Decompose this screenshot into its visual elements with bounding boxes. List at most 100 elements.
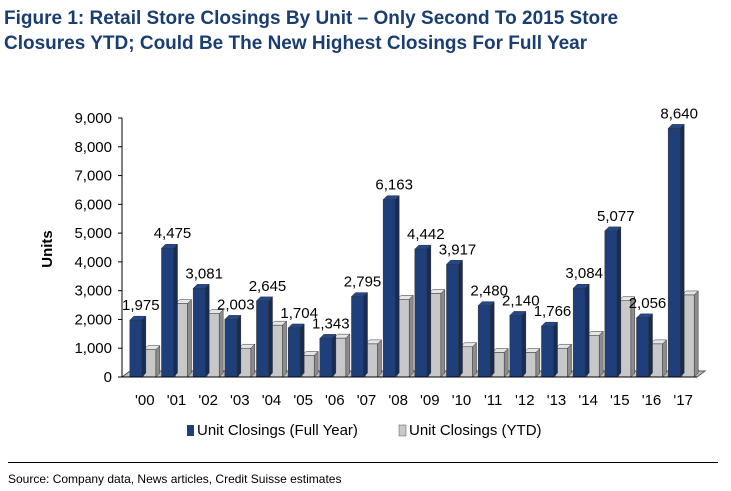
y-axis: 0 1,000 2,000 3,000 4,000 5,000 6,000 7,000 8,00… xyxy=(74,110,123,386)
bar-full-year-side xyxy=(521,310,527,378)
bar-ytd-side xyxy=(693,290,699,378)
chart-title-line-2: Closures YTD; Could Be The New Highest C… xyxy=(4,33,588,54)
chart-title-line-1: Figure 1: Retail Store Closings By Unit … xyxy=(4,8,619,29)
bar-full-year xyxy=(604,226,622,378)
x-tick-label: '03 xyxy=(230,392,250,409)
bar-full-year-front xyxy=(509,315,523,378)
bar-full-year xyxy=(160,243,179,378)
x-tick-label: '16 xyxy=(642,392,662,409)
bar-ytd xyxy=(238,343,256,378)
bar-ytd xyxy=(301,350,319,378)
legend-label-ytd: Unit Closings (YTD) xyxy=(409,422,542,439)
y-tick-label: 4,000 xyxy=(74,254,112,271)
bar-ytd-side xyxy=(472,342,477,378)
y-tick-label: 5,000 xyxy=(74,225,112,242)
y-tick-label: 0 xyxy=(104,369,112,386)
bar-ytd xyxy=(681,290,699,378)
bar-ytd-side xyxy=(535,347,541,378)
bar-full-year-front xyxy=(446,264,459,378)
bar-full-year xyxy=(319,333,337,378)
bar-full-year-side xyxy=(236,314,242,378)
bar-full-year-front xyxy=(414,248,428,378)
x-tick-label: '12 xyxy=(515,392,535,409)
y-tick-label: 7,000 xyxy=(74,168,112,185)
x-tick-label: '11 xyxy=(484,392,502,409)
bar-full-year xyxy=(224,314,242,378)
bar-ytd-side xyxy=(345,333,351,378)
bar-full-year-front xyxy=(382,199,396,378)
bar-full-year-side xyxy=(173,243,178,378)
y-tick-label: 3,000 xyxy=(74,283,112,300)
y-tick-label: 1,000 xyxy=(74,340,112,357)
bar-full-year-side xyxy=(584,283,590,378)
bar-ytd xyxy=(586,330,604,378)
source-divider xyxy=(8,462,718,463)
bar-ytd xyxy=(174,299,193,378)
data-label-full-year: 1,975 xyxy=(122,297,160,314)
data-label-full-year: 5,077 xyxy=(597,208,635,225)
legend: Unit Closings (Full Year) Unit Closings (… xyxy=(187,422,542,439)
data-label-full-year: 1,766 xyxy=(534,303,572,320)
x-tick-label: '15 xyxy=(610,392,630,409)
data-label-full-year: 4,475 xyxy=(154,225,192,242)
data-label-full-year: 1,343 xyxy=(312,315,350,332)
x-tick-label: '09 xyxy=(420,392,440,409)
bar-ytd-side xyxy=(187,299,192,378)
x-tick-label: '08 xyxy=(388,392,408,409)
bar-ytd-side xyxy=(567,343,572,378)
bar-ytd-side xyxy=(408,294,414,378)
bar-ytd xyxy=(333,333,351,378)
bar-ytd-side xyxy=(155,345,161,378)
bar-full-year-side xyxy=(553,321,558,378)
bar-ytd xyxy=(618,296,636,378)
bar-full-year-front xyxy=(256,300,269,378)
x-tick-label: '01 xyxy=(167,392,187,409)
x-tick-label: '07 xyxy=(357,392,377,409)
bar-full-year-side xyxy=(458,259,463,378)
data-label-full-year: 8,640 xyxy=(660,105,698,122)
bar-ytd xyxy=(396,294,414,378)
legend-label-full-year: Unit Closings (Full Year) xyxy=(197,422,358,439)
bar-full-year-side xyxy=(679,123,685,378)
bar-full-year-side xyxy=(331,333,337,378)
bar-full-year-front xyxy=(477,305,491,378)
bar-full-year-front xyxy=(541,325,554,378)
bar-full-year-front xyxy=(319,338,333,378)
x-tick-label: '04 xyxy=(262,392,282,409)
bar-full-year xyxy=(382,195,400,378)
bar-ytd xyxy=(459,342,478,378)
x-tick-label: '00 xyxy=(135,392,155,409)
legend-swatch-ytd xyxy=(398,424,407,437)
bar-full-year xyxy=(287,323,305,378)
x-tick-label: '13 xyxy=(547,392,567,409)
bar-ytd-side xyxy=(598,330,604,378)
bar-ytd xyxy=(428,288,446,378)
bar-full-year-side xyxy=(394,195,400,378)
bar-full-year-side xyxy=(268,296,273,378)
bar-ytd xyxy=(649,339,668,378)
x-tick-label: '06 xyxy=(325,392,345,409)
bar-full-year-front xyxy=(224,319,238,378)
bar-ytd-side xyxy=(662,339,667,378)
data-label-full-year: 2,480 xyxy=(470,283,508,300)
data-label-full-year: 1,704 xyxy=(280,305,318,322)
bar-full-year xyxy=(414,244,432,378)
data-label-full-year: 6,163 xyxy=(375,177,413,194)
y-tick-label: 8,000 xyxy=(74,139,112,156)
bar-full-year-front xyxy=(667,128,681,378)
bar-ytd-side xyxy=(250,343,256,378)
bar-full-year-front xyxy=(192,288,206,378)
bar-series xyxy=(129,123,699,378)
data-label-full-year: 3,084 xyxy=(565,265,603,282)
bar-full-year xyxy=(350,291,369,378)
bar-full-year-front xyxy=(161,247,174,378)
x-axis: '00 '01 '02 '03 '04 '05 '06 '07 '08 '09 '10 '11 '12 '… xyxy=(122,376,697,409)
bar-full-year-front xyxy=(604,230,618,378)
y-tick-label: 2,000 xyxy=(74,311,112,328)
bar-full-year xyxy=(477,301,495,378)
bar-full-year xyxy=(445,259,464,378)
bar-full-year xyxy=(255,296,274,378)
bar-ytd-side xyxy=(218,309,224,378)
data-label-full-year: 2,056 xyxy=(629,295,667,312)
